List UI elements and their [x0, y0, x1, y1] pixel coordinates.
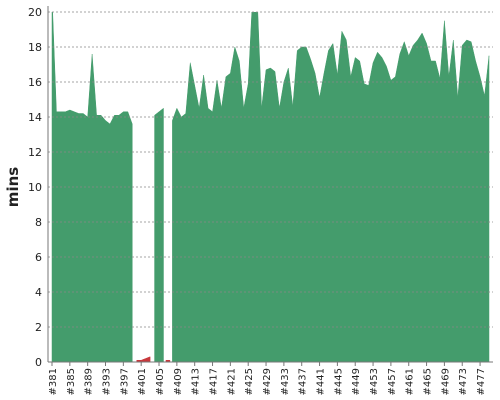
x-tick-label: #465 [423, 368, 434, 395]
y-axis-label: mins [4, 167, 22, 207]
x-tick-label: #385 [66, 368, 77, 395]
x-tick-label: #473 [458, 368, 469, 395]
plot-area [51, 12, 490, 362]
x-tick-label: #401 [137, 368, 148, 395]
x-tick-label: #477 [476, 368, 487, 395]
area [172, 12, 490, 362]
area [136, 356, 151, 362]
y-tick-label: 8 [35, 216, 42, 229]
y-tick-label: 16 [28, 76, 42, 89]
x-tick-label: #405 [155, 368, 166, 395]
x-tick-label: #445 [333, 368, 344, 395]
y-tick-label: 18 [28, 41, 42, 54]
x-tick-label: #425 [244, 368, 255, 395]
y-tick-label: 6 [35, 251, 42, 264]
area [154, 107, 164, 362]
x-tick-label: #393 [102, 368, 113, 395]
y-tick-label: 10 [28, 181, 42, 194]
x-tick-label: #437 [298, 368, 309, 395]
x-tick-label: #417 [209, 368, 220, 395]
x-tick-label: #457 [387, 368, 398, 395]
y-tick-label: 2 [35, 321, 42, 334]
x-tick-label: #461 [405, 368, 416, 395]
x-tick-label: #409 [173, 368, 184, 395]
x-tick-label: #469 [440, 368, 451, 395]
x-tick-label: #397 [119, 368, 130, 395]
x-tick-label: #413 [191, 368, 202, 395]
x-tick-label: #449 [351, 368, 362, 395]
y-tick-label: 20 [28, 6, 42, 19]
x-tick-label: #453 [369, 368, 380, 395]
y-tick-label: 4 [35, 286, 42, 299]
x-tick-label: #429 [262, 368, 273, 395]
x-tick-label: #389 [84, 368, 95, 395]
x-tick-label: #381 [48, 368, 59, 395]
x-tick-label: #433 [280, 368, 291, 395]
area [51, 12, 133, 362]
x-tick-label: #441 [316, 368, 327, 395]
y-tick-label: 14 [28, 111, 42, 124]
y-tick-label: 0 [35, 356, 42, 369]
x-tick-label: #421 [226, 368, 237, 395]
y-tick-label: 12 [28, 146, 42, 159]
